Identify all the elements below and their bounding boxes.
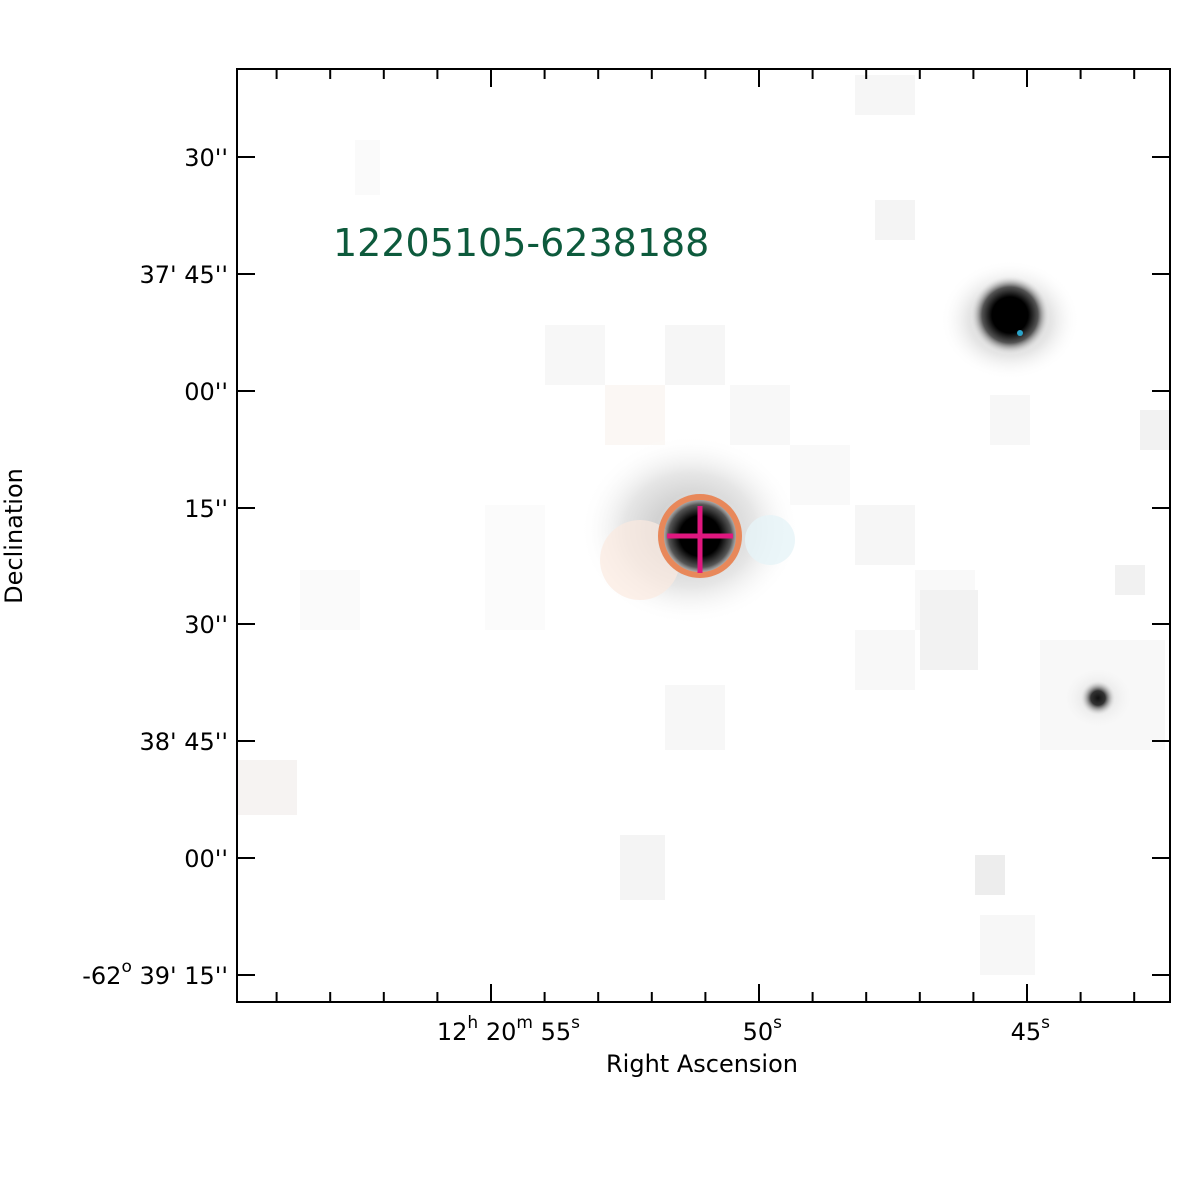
- target-marker-cross: [667, 506, 733, 573]
- sky-image: [237, 69, 1170, 1002]
- y-tick-label: 30'': [184, 611, 228, 639]
- y-tick-label: 00'': [184, 845, 228, 873]
- y-tick-labels: 30'' 37' 45'' 00'' 15'' 30'' 38' 45'' 00…: [82, 144, 228, 990]
- y-tick-label: 30'': [184, 144, 228, 172]
- x-tick-label: 45s: [1011, 1013, 1051, 1046]
- y-axis-title: Declination: [0, 468, 28, 604]
- x-tick-label: 50s: [743, 1013, 783, 1046]
- target-marker-ring: [658, 494, 742, 578]
- x-tick-labels: 12h 20m 55s 50s 45s: [437, 1013, 1050, 1046]
- y-tick-label: 38' 45'': [140, 728, 229, 756]
- y-tick-label: 15'': [184, 495, 228, 523]
- plot-frame: [236, 68, 1171, 1003]
- y-tick-label: 00'': [184, 378, 228, 406]
- x-tick-label-hms: 12h 20m 55s: [437, 1013, 580, 1046]
- object-name-label: 12205105-6238188: [333, 221, 709, 265]
- axis-ticks: [237, 69, 1170, 1002]
- y-tick-label: 37' 45'': [140, 261, 229, 289]
- x-axis-title: Right Ascension: [606, 1050, 798, 1078]
- y-tick-label-degrees: -62o 39' 15'': [82, 957, 228, 990]
